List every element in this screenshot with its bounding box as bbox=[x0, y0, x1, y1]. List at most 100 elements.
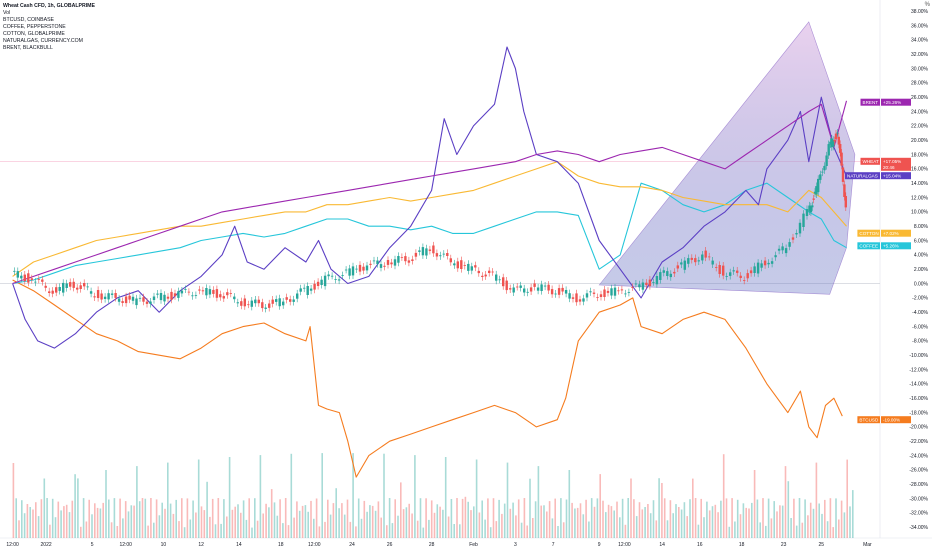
wheat-candle bbox=[72, 281, 75, 288]
percent-scale-label[interactable]: % bbox=[924, 2, 930, 8]
wheat-candle bbox=[470, 266, 473, 271]
volume-bar bbox=[610, 506, 613, 538]
price-tag-label: WHEAT bbox=[863, 159, 879, 164]
volume-bar bbox=[742, 503, 745, 538]
wheat-candle bbox=[477, 270, 480, 274]
wheat-candle bbox=[832, 139, 835, 147]
wheat-candle bbox=[191, 295, 194, 297]
volume-bar bbox=[478, 512, 481, 538]
volume-bar bbox=[402, 509, 405, 538]
x-tick-label: 14 bbox=[236, 542, 242, 548]
volume-bar bbox=[717, 512, 719, 538]
wheat-candle bbox=[236, 302, 239, 304]
wheat-candle bbox=[456, 261, 459, 269]
wheat-candle bbox=[676, 265, 679, 269]
volume-bar bbox=[394, 499, 396, 538]
volume-bar bbox=[767, 498, 770, 538]
wheat-candle bbox=[414, 252, 418, 257]
wheat-candle bbox=[107, 293, 110, 300]
wheat-candle bbox=[128, 295, 131, 300]
legend-cotton[interactable]: COTTON, GLOBALPRIME bbox=[3, 31, 65, 37]
wheat-candle bbox=[610, 288, 613, 296]
volume-bar bbox=[262, 513, 264, 538]
wheat-candle bbox=[365, 265, 369, 271]
wheat-candle bbox=[418, 250, 421, 252]
volume-bar bbox=[467, 501, 469, 538]
wheat-candle bbox=[320, 279, 323, 285]
volume-bar bbox=[96, 507, 99, 538]
wheat-candle bbox=[798, 222, 802, 234]
wheat-candle bbox=[498, 279, 501, 281]
x-tick-label: 16 bbox=[697, 542, 703, 548]
volume-bar bbox=[416, 520, 419, 538]
volume-bar bbox=[748, 508, 750, 538]
legend-title[interactable]: Wheat Cash CFD, 1h, GLOBALPRIME bbox=[3, 3, 95, 9]
volume-bar bbox=[832, 527, 834, 538]
volume-bar bbox=[124, 501, 127, 538]
volume-bar bbox=[116, 526, 119, 538]
wheat-candle bbox=[571, 297, 575, 299]
wheat-candle bbox=[79, 285, 82, 289]
volume-bar bbox=[130, 505, 133, 538]
wheat-candle bbox=[383, 265, 386, 267]
price-tag-label: COTTON bbox=[859, 231, 878, 236]
volume-bar bbox=[119, 498, 121, 538]
volume-bar bbox=[661, 483, 663, 538]
wheat-candle bbox=[655, 276, 659, 285]
volume-bar bbox=[849, 506, 851, 538]
legend-vol[interactable]: Vol bbox=[3, 10, 11, 16]
x-tick-label: 12 bbox=[198, 542, 204, 548]
volume-bar bbox=[807, 515, 809, 538]
volume-bar bbox=[515, 515, 517, 538]
wheat-candle bbox=[435, 253, 439, 257]
volume-bar bbox=[630, 478, 632, 538]
y-tick-label: 32.00% bbox=[911, 52, 929, 58]
wheat-candle bbox=[817, 178, 820, 193]
wheat-candle bbox=[316, 281, 320, 286]
wheat-candle bbox=[829, 141, 832, 145]
wheat-candle bbox=[659, 272, 662, 280]
wheat-candle bbox=[215, 289, 219, 298]
volume-bar bbox=[282, 523, 284, 538]
volume-bar bbox=[503, 503, 506, 538]
volume-bar bbox=[363, 500, 366, 538]
volume-bar bbox=[734, 521, 736, 538]
volume-bar bbox=[245, 519, 248, 538]
volume-bar bbox=[475, 459, 478, 538]
volume-bar bbox=[397, 515, 399, 538]
volume-bar bbox=[23, 513, 26, 538]
wheat-candle bbox=[212, 289, 215, 294]
wheat-candle bbox=[44, 285, 47, 288]
wheat-candle bbox=[289, 299, 292, 302]
volume-bar bbox=[57, 501, 60, 538]
y-tick-label: -22.00% bbox=[909, 439, 928, 445]
wheat-candle bbox=[540, 284, 543, 291]
wheat-candle bbox=[425, 248, 428, 256]
y-tick-label: -6.00% bbox=[912, 324, 928, 330]
legend-naturalgas[interactable]: NATURALGAS, CURRENCY.COM bbox=[3, 38, 83, 44]
volume-bar bbox=[795, 525, 798, 538]
legend-btcusd[interactable]: BTCUSD, COINBASE bbox=[3, 17, 55, 23]
volume-bar bbox=[18, 520, 20, 538]
y-tick-label: 28.00% bbox=[911, 81, 929, 87]
wheat-candle bbox=[631, 287, 634, 288]
wheat-candle bbox=[327, 274, 330, 277]
legend-brent[interactable]: BRENT, BLACKBULL bbox=[3, 45, 53, 51]
volume-bar bbox=[762, 498, 764, 538]
wheat-candle bbox=[690, 257, 693, 260]
price-tag-value-bg bbox=[881, 242, 911, 250]
volume-bar bbox=[186, 498, 189, 538]
wheat-candle bbox=[841, 167, 845, 182]
volume-bar bbox=[809, 502, 812, 538]
volume-bar bbox=[621, 498, 624, 538]
volume-bar bbox=[192, 500, 194, 538]
price-tag-label-bg bbox=[845, 172, 880, 180]
y-tick-label: 24.00% bbox=[911, 109, 929, 115]
volume-bar bbox=[439, 506, 441, 538]
y-tick-label: 22.00% bbox=[911, 124, 929, 130]
wheat-candle bbox=[638, 284, 641, 288]
price-tag-label-bg bbox=[860, 98, 880, 106]
volume-bar bbox=[599, 474, 601, 538]
legend-coffee[interactable]: COFFEE, PEPPERSTONE bbox=[3, 24, 66, 30]
